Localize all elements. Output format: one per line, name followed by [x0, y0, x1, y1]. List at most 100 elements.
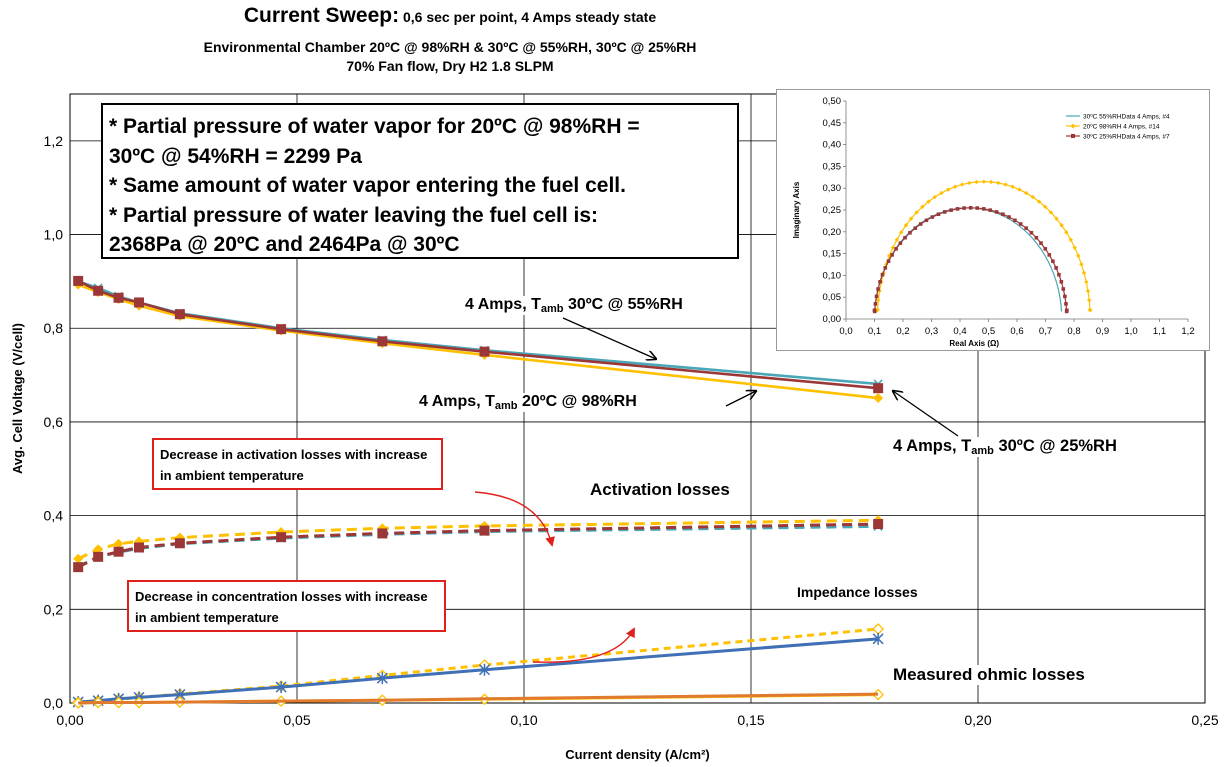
- inset-y-tick-label: 0,00: [823, 314, 842, 325]
- inset-point: [1063, 294, 1067, 299]
- series-line: [78, 692, 879, 705]
- inset-point: [996, 180, 1001, 186]
- inset-legend-marker: [1071, 134, 1075, 138]
- y-tick-label: 1,2: [44, 133, 64, 149]
- series-line: [78, 627, 879, 704]
- arrow-25rh: [893, 391, 959, 437]
- label-98rh: 4 Amps, Tamb 20ºC @ 98%RH: [419, 393, 637, 412]
- y-axis-title: Avg. Cell Voltage (V/cell): [10, 323, 25, 474]
- inset-point: [880, 272, 885, 277]
- inset-point: [968, 206, 973, 210]
- note-box: * Partial pressure of water vapor for 20…: [101, 103, 739, 259]
- inset-series-layer: [872, 179, 1093, 314]
- inset-point: [949, 208, 953, 212]
- inset-point: [1030, 194, 1035, 200]
- inset-x-tick-label: 0,6: [1010, 326, 1023, 337]
- inset-point: [1003, 182, 1008, 187]
- inset-point: [1084, 279, 1089, 285]
- inset-nyquist-chart: 0,00 0,05 0,10 0,15 0,20 0,25 0,30 0,35 0,40 0,45…: [776, 89, 1210, 351]
- activation-note-box: Decrease in activation losses with incre…: [152, 438, 443, 490]
- inset-point: [918, 222, 923, 226]
- inset-y-axis-title: Imaginary Axis: [792, 181, 801, 238]
- inset-x-tick-label: 1,0: [1124, 326, 1137, 337]
- subtitle-line-3: 70% Fan flow, Dry H2 1.8 SLPM: [346, 58, 554, 74]
- inset-point: [872, 309, 877, 314]
- label-25rh-prefix: 4 Amps, T: [893, 437, 972, 455]
- inset-legend-label: 20ºC 98%RH 4 Amps, #14: [1083, 123, 1160, 130]
- inset-point: [876, 298, 881, 303]
- inset-y-tick-label: 0,45: [823, 118, 842, 129]
- inset-curve: [873, 207, 1068, 312]
- data-point: [73, 275, 84, 286]
- title-main: Current Sweep:: [243, 4, 400, 27]
- series-voltage-0: [73, 276, 883, 389]
- data-point: [93, 285, 104, 296]
- series-line: [77, 522, 879, 569]
- chart-title: Current Sweep: 0,6 sec per point, 4 Amps…: [0, 4, 900, 28]
- data-point: [276, 324, 287, 335]
- note-line-5: 2368Pa @ 20ºC and 2464Pa @ 30ºC: [109, 233, 460, 256]
- label-55rh-suffix: 30ºC @ 55%RH: [563, 296, 683, 313]
- inset-point: [1039, 241, 1043, 245]
- inset-series-1: [875, 179, 1093, 313]
- title-main-suffix: 0,6 sec per point, 4 Amps steady state: [399, 9, 657, 25]
- y-tick-label: 1,0: [44, 227, 64, 243]
- data-point: [174, 538, 185, 549]
- data-point: [134, 297, 145, 308]
- inset-point: [1087, 298, 1092, 303]
- inset-x-tick-label: 1,1: [1153, 326, 1166, 337]
- data-point: [377, 528, 388, 539]
- data-point: [73, 553, 84, 564]
- label-25rh-suffix: 30ºC @ 25%RH: [993, 437, 1117, 455]
- inset-point: [1079, 262, 1084, 267]
- inset-x-tick-label: 0,9: [1096, 326, 1109, 337]
- inset-y-tick-label: 0,05: [823, 292, 842, 303]
- axis-layer: 0,0 0,2 0,4 0,6 0,8 1,0 1,2 0,00 0,05 0,10 0,15 0,2…: [10, 93, 1219, 762]
- note-line-2: 30ºC @ 54%RH = 2299 Pa: [109, 144, 362, 168]
- impedance-losses-label: Impedance losses: [793, 584, 922, 600]
- inset-x-tick-label: 0,0: [839, 326, 852, 337]
- inset-point: [942, 210, 947, 214]
- inset-point: [936, 212, 941, 217]
- label-98rh-sub: amb: [494, 400, 518, 412]
- inset-y-tick-label: 0,35: [823, 161, 842, 172]
- inset-y-tick-label: 0,40: [823, 140, 842, 151]
- label-55rh-prefix: 4 Amps, T: [465, 296, 541, 313]
- inset-point: [883, 266, 888, 270]
- inset-point: [886, 259, 891, 264]
- inset-point: [1024, 190, 1029, 196]
- subtitle-line-2: Environmental Chamber 20ºC @ 98%RH & 30º…: [203, 39, 697, 55]
- inset-point: [988, 208, 993, 212]
- inset-plot: 0,00 0,05 0,10 0,15 0,20 0,25 0,30 0,35 0,40 0,45…: [792, 96, 1195, 348]
- inset-point: [1054, 266, 1058, 270]
- inset-x-tick-label: 0,7: [1039, 326, 1052, 337]
- inset-point: [890, 245, 896, 250]
- inset-point: [1034, 235, 1039, 240]
- note-line-4: * Partial pressure of water leaving the …: [109, 203, 599, 227]
- inset-point: [1013, 218, 1017, 223]
- inset-point: [1076, 253, 1081, 259]
- note-line-3: * Same amount of water vapor entering th…: [109, 174, 626, 197]
- inset-x-tick-label: 0,5: [982, 326, 995, 337]
- data-point: [873, 393, 884, 404]
- data-point: [873, 383, 884, 394]
- y-tick-label: 0,0: [44, 695, 64, 711]
- series-ohmic-9: [78, 692, 879, 705]
- inset-y-tick-label: 0,10: [823, 270, 842, 281]
- inset-point: [1057, 272, 1061, 277]
- inset-point: [1010, 184, 1015, 189]
- data-point: [93, 551, 104, 562]
- inset-legend-label: 30ºC 25%RHData 4 Amps, #7: [1083, 133, 1170, 140]
- inset-point: [952, 184, 958, 189]
- inset-x-tick-label: 0,2: [896, 326, 909, 337]
- data-point: [113, 546, 124, 557]
- data-point: [872, 632, 884, 645]
- inset-legend-label: 30ºC 55%RHData 4 Amps, #4: [1083, 113, 1170, 120]
- inset-point: [1029, 230, 1034, 235]
- inset-point: [908, 230, 912, 235]
- inset-y-tick-label: 0,15: [823, 249, 842, 260]
- data-point: [275, 681, 287, 694]
- data-point: [276, 532, 287, 543]
- inset-point: [1065, 308, 1069, 313]
